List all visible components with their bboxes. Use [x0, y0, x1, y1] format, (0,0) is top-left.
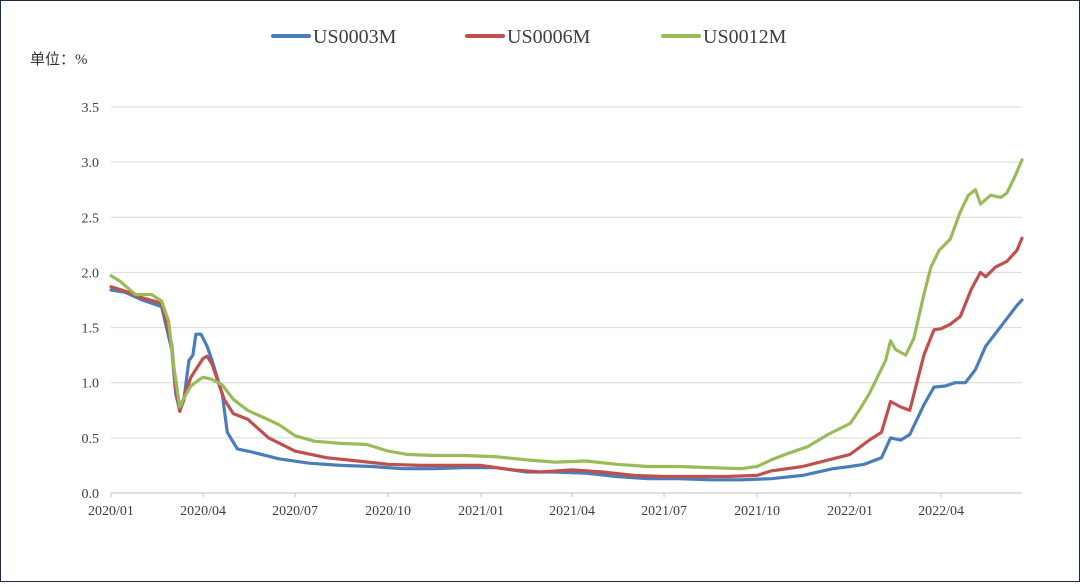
x-tick-label: 2022/01 — [827, 504, 873, 519]
y-tick-label: 1.0 — [82, 377, 100, 392]
y-tick-label: 0.5 — [82, 432, 100, 447]
y-tick-label: 0.0 — [82, 487, 100, 502]
y-tick-label: 1.5 — [82, 322, 100, 337]
series-line-us0006m — [109, 236, 1024, 479]
x-tick-label: 2021/07 — [641, 504, 687, 519]
y-tick-label: 2.5 — [82, 211, 100, 226]
legend-label-us0003m: US0003M — [313, 26, 397, 48]
x-tick-label: 2022/04 — [918, 504, 964, 519]
x-tick-label: 2020/07 — [272, 504, 318, 519]
x-tick-label: 2021/10 — [734, 504, 780, 519]
y-tick-label: 3.0 — [82, 156, 100, 171]
legend-label-us0012m: US0012M — [703, 26, 787, 48]
series-line-us0003m — [109, 288, 1024, 482]
grid-layer — [111, 106, 1022, 439]
x-tick-label: 2020/01 — [88, 504, 134, 519]
axis-layer: 0.0 0.5 1.0 1.5 2.0 2.5 3.0 3.5 2020/01 2020/04 20… — [82, 101, 1022, 519]
x-tick-label: 2021/01 — [458, 504, 504, 519]
x-tick-label: 2020/04 — [180, 504, 226, 519]
y-unit-label: 单位：% — [30, 51, 88, 68]
y-tick-label: 2.0 — [82, 266, 100, 281]
legend: US0003M US0006M US0012M — [271, 26, 787, 48]
y-tick-label: 3.5 — [82, 101, 100, 116]
x-tick-label: 2021/04 — [549, 504, 595, 519]
series-line-us0012m — [109, 158, 1024, 471]
x-tick-label: 2020/10 — [365, 504, 411, 519]
legend-label-us0006m: US0006M — [507, 26, 591, 48]
series-layer — [109, 158, 1024, 482]
